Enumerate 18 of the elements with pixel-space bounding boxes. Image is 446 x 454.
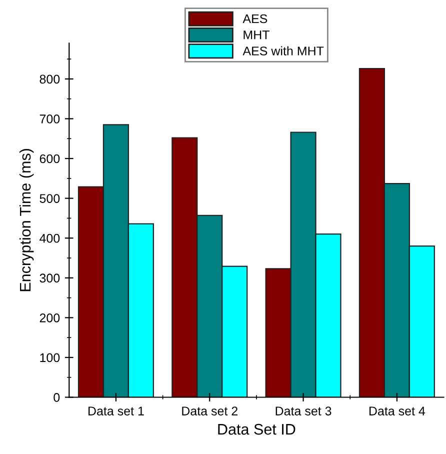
y-tick-label: 600 [40,154,60,164]
x-tick-label: Data set 4 [369,406,426,416]
x-axis-title: Data Set ID [218,424,296,435]
legend-label: AES [242,14,268,24]
y-tick-label: 800 [40,74,60,84]
x-tick-label: Data set 2 [182,406,238,416]
legend-label: MHT [244,30,270,40]
y-tick-label: 500 [40,194,60,203]
y-tick-label: 400 [40,234,60,243]
y-axis-title: Encryption Time (ms) [19,148,34,292]
y-tick-label: 700 [40,114,60,124]
y-tick-label: 100 [40,353,60,362]
x-tick-label: Data set 1 [88,406,144,416]
y-tick-label: 200 [40,313,60,322]
y-tick-label: 300 [40,274,60,283]
x-tick-label: Data set 3 [276,406,332,416]
legend-label: AES with MHT [242,46,324,56]
y-tick-label: 0 [54,393,60,402]
